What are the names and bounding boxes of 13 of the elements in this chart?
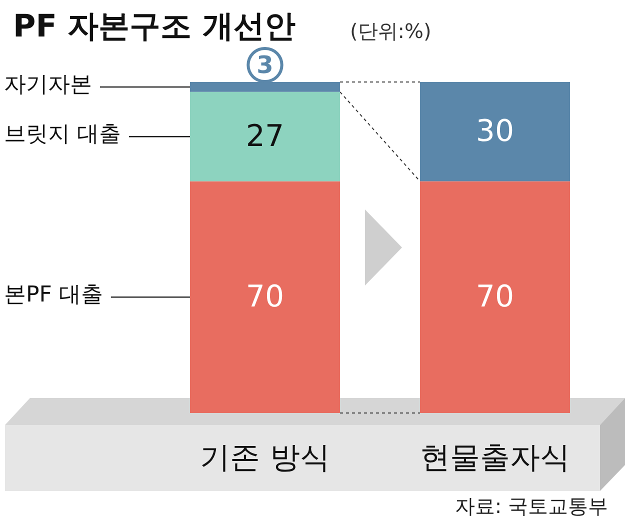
x-tick-label: 기존 방식	[200, 440, 330, 476]
data-label: 70	[246, 280, 284, 315]
chart-subtitle: (단위:%)	[350, 19, 432, 43]
text: 본PF 대출	[4, 282, 103, 308]
chart-title: PF 자본구조 개선안	[13, 8, 296, 44]
data-label: 27	[246, 119, 284, 154]
text: 자기자본	[4, 72, 92, 98]
data-label: 70	[476, 280, 514, 315]
data-label: 3	[256, 51, 274, 79]
data-label: 30	[476, 114, 514, 150]
text: 브릿지 대출	[4, 122, 121, 148]
text: 자료: 국토교통부	[454, 494, 608, 518]
x-tick-label: 현물출자식	[420, 440, 570, 476]
